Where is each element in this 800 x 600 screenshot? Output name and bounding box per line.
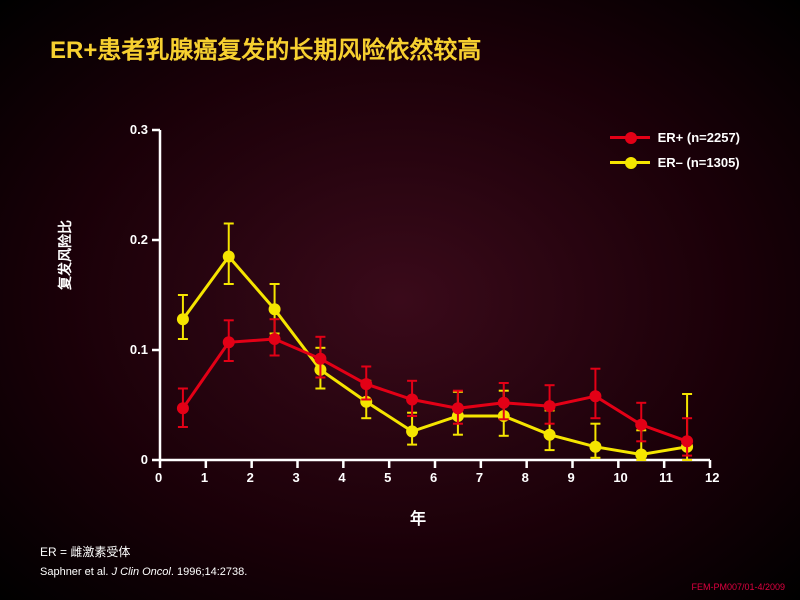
legend: ER+ (n=2257) ER– (n=1305)	[610, 130, 740, 180]
legend-item-er-neg: ER– (n=1305)	[610, 155, 740, 170]
y-axis-label: 复发风险比	[55, 220, 75, 290]
legend-item-er-pos: ER+ (n=2257)	[610, 130, 740, 145]
citation-journal: J Clin Oncol	[112, 566, 171, 578]
legend-marker-er-pos	[610, 136, 650, 139]
legend-label-er-neg: ER– (n=1305)	[658, 155, 740, 170]
doc-code: FEM-PM007/01-4/2009	[691, 582, 785, 592]
citation-prefix: Saphner et al.	[40, 566, 112, 578]
legend-label-er-pos: ER+ (n=2257)	[658, 130, 740, 145]
x-axis-label: 年	[410, 505, 426, 529]
slide-title: ER+患者乳腺癌复发的长期风险依然较高	[0, 0, 800, 75]
footnote: ER = 雌激素受体	[40, 543, 130, 560]
citation-suffix: . 1996;14:2738.	[171, 566, 247, 578]
citation: Saphner et al. J Clin Oncol. 1996;14:273…	[40, 566, 247, 578]
legend-marker-er-neg	[610, 161, 650, 164]
